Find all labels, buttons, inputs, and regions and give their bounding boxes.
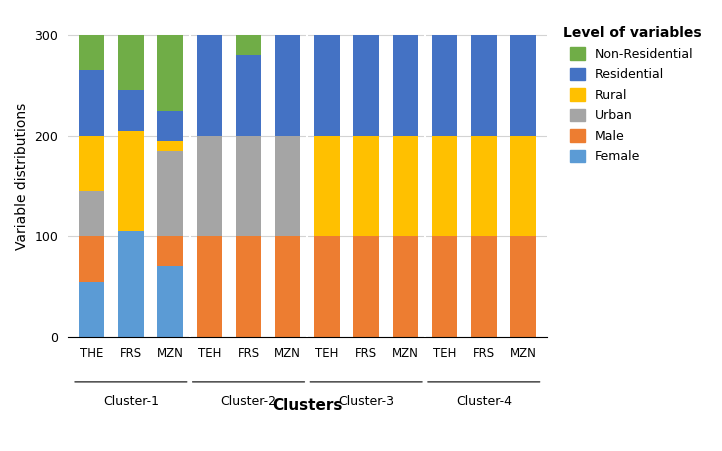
Bar [393,136,418,236]
Legend: Non-Residential, Residential, Rural, Urban, Male, Female: Non-Residential, Residential, Rural, Urb… [557,21,706,168]
Bar [275,236,300,337]
Bar [314,236,339,337]
Bar [314,136,339,236]
Text: Cluster-1: Cluster-1 [103,395,159,408]
Bar [157,141,183,151]
Bar [471,35,497,136]
Bar [353,236,379,337]
Bar [353,35,379,136]
Bar [157,151,183,236]
Bar [79,136,105,191]
Bar [79,236,105,281]
Bar [275,35,300,136]
Bar [118,131,144,231]
Text: Cluster-3: Cluster-3 [338,395,394,408]
Bar [314,35,339,136]
Bar [471,136,497,236]
Bar [79,281,105,337]
Bar [118,35,144,91]
Bar [432,35,457,136]
Bar [275,136,300,236]
Bar [236,136,261,236]
Bar [510,35,536,136]
Bar [393,236,418,337]
Bar [157,35,183,110]
Bar [157,267,183,337]
Bar [118,231,144,337]
Bar [393,35,418,136]
Bar [471,236,497,337]
X-axis label: Clusters: Clusters [272,398,342,414]
Bar [236,236,261,337]
Bar [79,191,105,236]
Bar [432,136,457,236]
Bar [510,236,536,337]
Bar [118,91,144,131]
Bar [157,236,183,267]
Bar [79,70,105,136]
Bar [157,110,183,141]
Bar [236,35,261,55]
Bar [196,35,222,136]
Text: Cluster-2: Cluster-2 [220,395,277,408]
Y-axis label: Variable distributions: Variable distributions [15,102,29,249]
Bar [432,236,457,337]
Bar [196,236,222,337]
Bar [236,55,261,136]
Bar [79,35,105,70]
Bar [196,136,222,236]
Text: Cluster-4: Cluster-4 [456,395,512,408]
Bar [510,136,536,236]
Bar [353,136,379,236]
